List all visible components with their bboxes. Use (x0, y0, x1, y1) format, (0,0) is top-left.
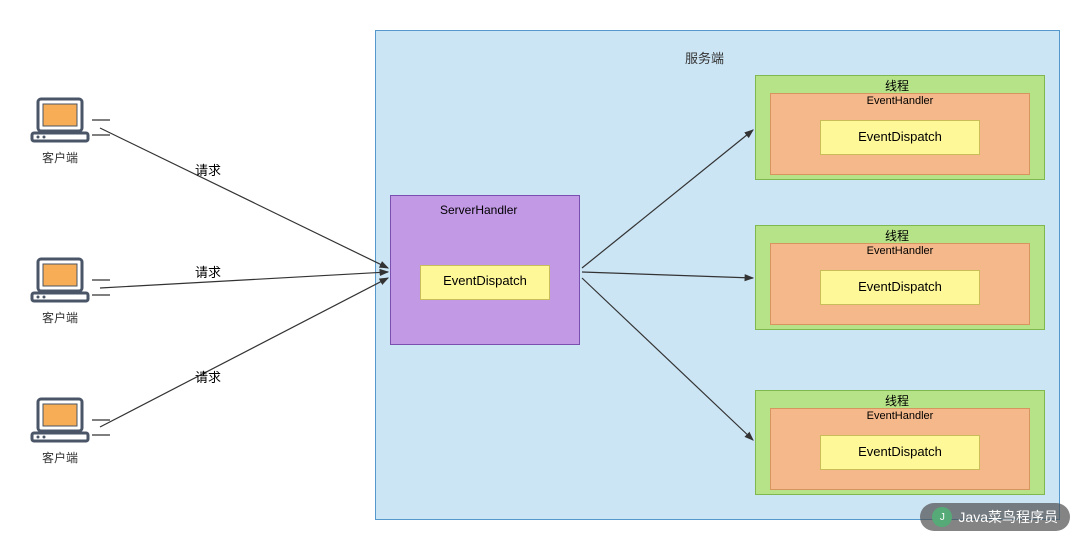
diagram-canvas: 服务端 ServerHandler EventDispatch 线程EventH… (0, 0, 1080, 541)
arrows-layer (0, 0, 1080, 541)
watermark-logo-icon: J (932, 507, 952, 527)
request-label: 请求 (195, 160, 221, 179)
request-label: 请求 (195, 262, 221, 281)
watermark: J Java菜鸟程序员 (920, 503, 1070, 531)
watermark-text: Java菜鸟程序员 (958, 507, 1058, 527)
request-label: 请求 (195, 367, 221, 386)
